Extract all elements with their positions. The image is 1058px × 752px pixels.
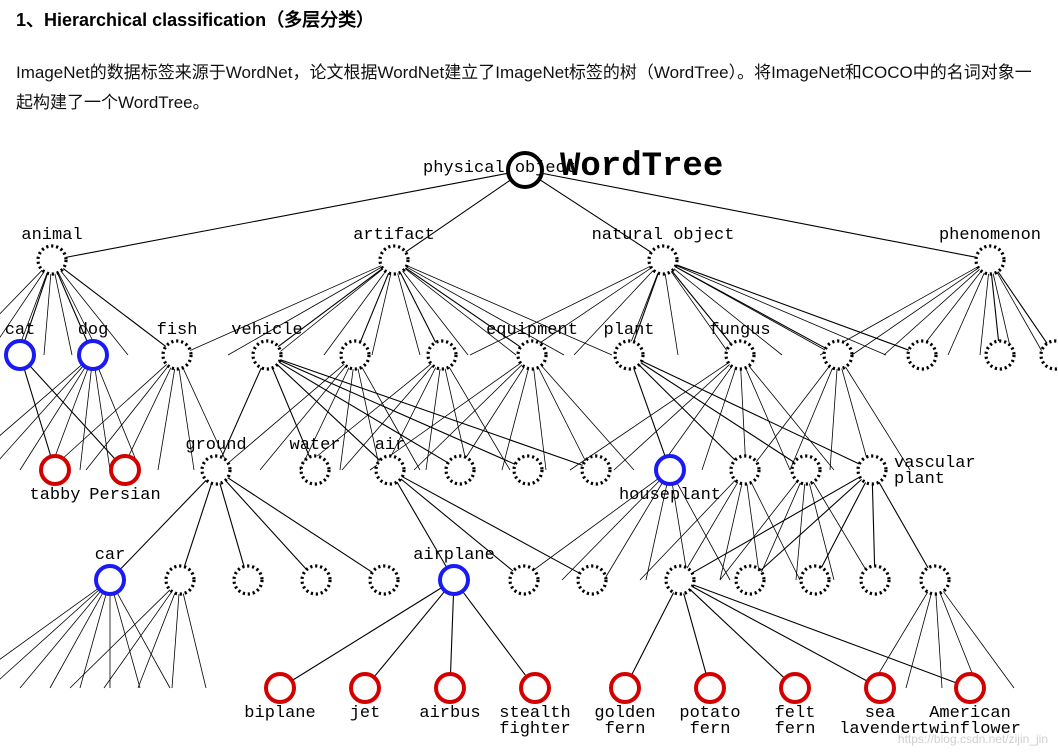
label-plant: plant (603, 323, 654, 339)
node-water (301, 456, 329, 484)
node-air_b (510, 566, 538, 594)
label-dog: dog (78, 323, 109, 339)
node-biplane (266, 674, 294, 702)
label-fungus: fungus (709, 323, 770, 339)
node-tabby (41, 456, 69, 484)
node-plant_b (731, 456, 759, 484)
label-felt: felt fern (775, 706, 816, 738)
label-phenomenon: phenomenon (939, 228, 1041, 244)
node-fish (163, 341, 191, 369)
wordtree-svg (0, 130, 1058, 752)
node-grd_d (302, 566, 330, 594)
label-root: physical object (423, 161, 576, 177)
node-grd_e (370, 566, 398, 594)
figure-title: WordTree (560, 148, 723, 186)
node-veh_f (582, 456, 610, 484)
node-sea (866, 674, 894, 702)
node-fungus (726, 341, 754, 369)
node-airplane (440, 566, 468, 594)
wordtree-figure: WordTree physical object animal artifact na… (0, 130, 1058, 752)
node-art_c (428, 341, 456, 369)
node-potato (696, 674, 724, 702)
node-cat (6, 341, 34, 369)
label-vascular: vascular plant (894, 456, 976, 488)
node-vas_a (666, 566, 694, 594)
node-animal (38, 246, 66, 274)
node-plant_c (792, 456, 820, 484)
node-vascular (858, 456, 886, 484)
label-golden: golden fern (594, 706, 655, 738)
node-art_b (341, 341, 369, 369)
node-vas_d (861, 566, 889, 594)
node-air (376, 456, 404, 484)
label-tabby: tabby (29, 488, 80, 504)
label-stealth: stealth fighter (499, 706, 570, 738)
section-paragraph: ImageNet的数据标签来源于WordNet，论文根据WordNet建立了Im… (16, 58, 1038, 118)
label-jet: jet (350, 706, 381, 722)
label-houseplant: houseplant (619, 488, 721, 504)
node-airbus (436, 674, 464, 702)
label-ground: ground (185, 438, 246, 454)
label-potato: potato fern (679, 706, 740, 738)
node-stealth (521, 674, 549, 702)
label-biplane: biplane (244, 706, 315, 722)
node-felt (781, 674, 809, 702)
node-air_c (578, 566, 606, 594)
node-nat_c (908, 341, 936, 369)
node-phen_a (986, 341, 1014, 369)
node-veh_e (514, 456, 542, 484)
node-car (96, 566, 124, 594)
label-animal: animal (21, 228, 82, 244)
label-natural: natural object (592, 228, 735, 244)
node-vas_b (736, 566, 764, 594)
label-cat: cat (5, 323, 36, 339)
node-grd_c (234, 566, 262, 594)
node-artifact (380, 246, 408, 274)
label-water: water (289, 438, 340, 454)
node-american (956, 674, 984, 702)
node-vas_e (921, 566, 949, 594)
node-persian (111, 456, 139, 484)
label-car: car (95, 548, 126, 564)
label-airbus: airbus (419, 706, 480, 722)
label-airplane: airplane (413, 548, 495, 564)
label-air: air (375, 438, 406, 454)
label-vehicle: vehicle (231, 323, 302, 339)
label-fish: fish (157, 323, 198, 339)
node-vehicle (253, 341, 281, 369)
node-grd_b (166, 566, 194, 594)
node-golden (611, 674, 639, 702)
node-dog (79, 341, 107, 369)
node-equipment (518, 341, 546, 369)
node-jet (351, 674, 379, 702)
node-natural (649, 246, 677, 274)
label-equipment: equipment (486, 323, 578, 339)
node-ground (202, 456, 230, 484)
node-nat_b (824, 341, 852, 369)
node-plant (615, 341, 643, 369)
node-vas_c (801, 566, 829, 594)
label-artifact: artifact (353, 228, 435, 244)
node-houseplant (656, 456, 684, 484)
node-phen_b (1041, 341, 1058, 369)
node-veh_d (446, 456, 474, 484)
label-persian: Persian (89, 488, 160, 504)
node-phenomenon (976, 246, 1004, 274)
watermark: https://blog.csdn.net/zijin_jin (898, 732, 1048, 746)
section-heading: 1、Hierarchical classification（多层分类） (16, 6, 374, 32)
